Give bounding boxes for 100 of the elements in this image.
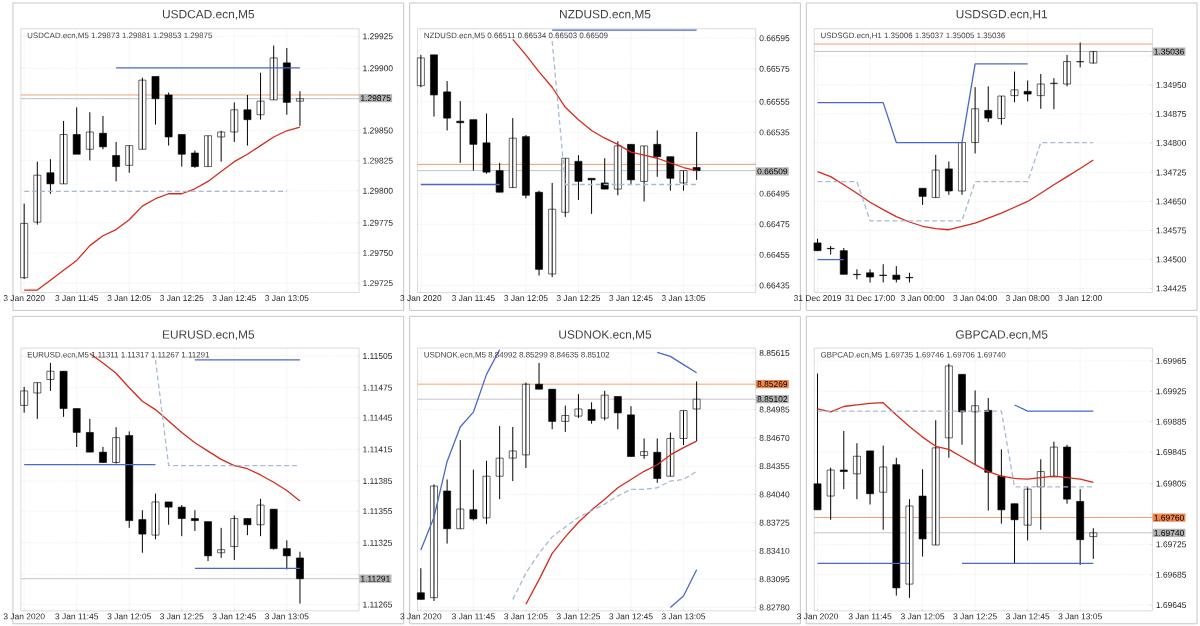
y-tick-label: 1.29925: [363, 33, 393, 40]
y-tick-label: 1.69965: [1156, 358, 1187, 365]
line-series: [23, 126, 301, 291]
candlestick: [282, 539, 291, 570]
y-tick-label: 1.34950: [1156, 82, 1187, 89]
y-tick-label: 1.34650: [1156, 198, 1187, 205]
candlestick: [417, 54, 425, 88]
candlestick: [282, 47, 291, 116]
line-series: [89, 353, 301, 502]
candlestick: [138, 509, 147, 554]
candlestick: [508, 426, 517, 482]
candlestick: [574, 154, 583, 201]
candlestick: [230, 515, 239, 561]
candlestick: [587, 401, 596, 425]
candlestick: [217, 130, 226, 163]
y-tick-label: 1.11355: [363, 508, 393, 515]
candlestick: [984, 85, 993, 123]
y-tick-label: 0.66475: [759, 221, 790, 228]
y-tick-label: 1.11475: [363, 384, 393, 391]
y-tick-label: 1.29825: [363, 157, 393, 164]
y-tick-label: 0.66435: [759, 282, 790, 289]
y-tick-label: 8.83095: [759, 576, 790, 583]
candlestick: [561, 157, 570, 218]
candlestick: [535, 362, 543, 390]
x-tick-label: 3 Jan 12:45: [609, 295, 653, 302]
y-tick-label: 1.34725: [1156, 169, 1187, 176]
candlestick: [85, 111, 94, 162]
x-tick-label: 3 Jan 11:45: [451, 613, 495, 620]
candlestick: [495, 162, 504, 193]
candlestick: [125, 145, 134, 174]
y-tick-label: 1.69685: [1156, 571, 1187, 578]
x-tick-label: 3 Jan 2020: [796, 613, 839, 620]
x-tick-label: 3 Jan 11:45: [848, 613, 892, 620]
candlestick: [839, 247, 848, 275]
y-tick-label: 1.29900: [363, 65, 393, 72]
candlestick: [1076, 488, 1085, 566]
ref-line-label: 1.35036: [1154, 48, 1184, 55]
chart-title: EURUSD.ecn,M5: [163, 330, 255, 341]
x-tick-label: 3 Jan 12:45: [609, 613, 653, 620]
candlestick: [217, 527, 226, 559]
candlestick: [1023, 486, 1032, 542]
x-tick-label: 3 Jan 13:05: [661, 295, 706, 302]
y-tick-label: 0.66595: [759, 35, 790, 42]
ref-line-label: 8.85269: [757, 381, 788, 388]
y-tick-label: 1.34800: [1156, 140, 1187, 147]
x-tick-label: 3 Jan 13:05: [265, 295, 309, 302]
y-tick-label: 1.29775: [363, 219, 393, 226]
candlestick: [905, 498, 914, 599]
candlestick: [151, 76, 160, 126]
candlestick: [613, 396, 622, 430]
candlestick: [59, 370, 68, 418]
candlestick: [1089, 527, 1098, 560]
x-tick-label: 3 Jan 12:45: [212, 613, 256, 620]
y-tick-label: 1.69725: [1156, 541, 1187, 548]
candlestick: [666, 156, 675, 192]
y-tick-label: 8.85615: [759, 350, 790, 357]
x-tick-label: 3 Jan 12:45: [212, 295, 256, 302]
line-series: [525, 440, 698, 606]
candlestick: [692, 381, 701, 442]
candlestick: [892, 457, 901, 597]
candlestick: [653, 130, 662, 178]
x-tick-label: 31 Dec 17:00: [845, 295, 895, 302]
candlestick: [600, 157, 609, 190]
x-tick-label: 3 Jan 2020: [400, 295, 442, 302]
y-tick-label: 8.82780: [759, 604, 790, 611]
x-tick-label: 3 Jan 12:25: [556, 295, 601, 302]
x-tick-label: 3 Jan 12:25: [160, 295, 204, 302]
x-tick-label: 3 Jan 11:45: [451, 295, 495, 302]
candlestick: [561, 405, 570, 433]
x-tick-label: 3 Jan 12:25: [953, 613, 997, 620]
chart-title: USDSGD.ecn,H1: [956, 10, 1048, 20]
y-tick-label: 1.69645: [1156, 602, 1187, 609]
candlestick: [469, 119, 478, 172]
candlestick: [20, 203, 29, 280]
y-tick-label: 1.34500: [1156, 256, 1187, 263]
candlestick: [997, 448, 1006, 525]
candlestick: [33, 382, 42, 420]
candlestick: [548, 388, 557, 430]
chart-title: NZDUSD.ecn,M5: [560, 10, 651, 20]
candlestick: [587, 177, 596, 215]
y-tick-label: 0.66555: [759, 98, 790, 105]
candlestick: [1023, 80, 1032, 103]
ref-line-label: 0.66509: [757, 168, 788, 175]
ref-line-label: 1.69760: [1154, 514, 1184, 521]
chart-title: GBPCAD.ecn,M5: [955, 330, 1048, 341]
candlestick: [482, 113, 491, 175]
ref-line-label: 1.69740: [1154, 530, 1184, 537]
x-tick-label: 3 Jan 12:25: [556, 613, 601, 620]
candlestick: [1076, 42, 1085, 68]
candlestick: [243, 518, 252, 536]
y-tick-label: 1.69885: [1156, 418, 1187, 425]
y-tick-label: 1.11415: [363, 446, 393, 453]
candlestick: [918, 468, 927, 558]
candlestick: [256, 72, 265, 121]
candlestick: [574, 393, 583, 419]
y-tick-label: 1.29750: [363, 250, 393, 257]
candlestick: [679, 410, 688, 446]
x-tick-label: 31 Dec 2019: [793, 295, 842, 302]
x-tick-label: 3 Jan 13:05: [1058, 613, 1102, 620]
candlestick: [679, 170, 688, 192]
